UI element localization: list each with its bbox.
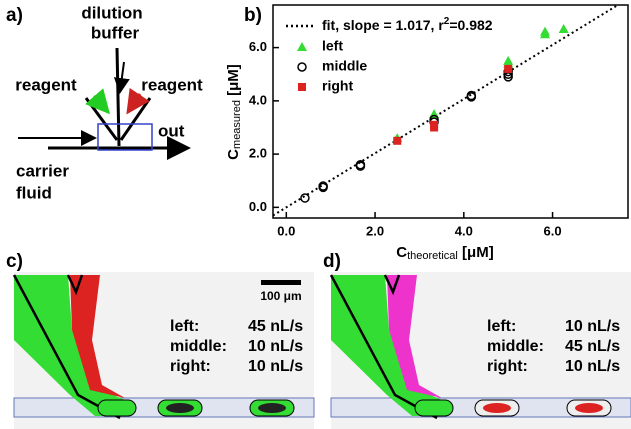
flow-name: middle: (170, 338, 227, 355)
panel-label: d) (323, 251, 341, 272)
label-part: [μM] (225, 64, 242, 100)
label: fluid (16, 183, 52, 202)
label-part: C (225, 149, 242, 160)
label: reagent (141, 75, 203, 94)
droplet-core (166, 403, 194, 413)
label: carrier (16, 161, 69, 180)
panel-label: b) (244, 5, 262, 26)
y-tick-label: 4.0 (249, 92, 267, 107)
x-tick-label: 0.0 (277, 223, 295, 238)
panel-b: b) (244, 5, 262, 26)
xlabel-label: Ctheoretical [μM] (396, 244, 493, 262)
label: dilution (81, 3, 142, 22)
flow-rate: 10 nL/s (565, 358, 620, 375)
scale-bar (261, 280, 301, 285)
legend-swatch (298, 83, 306, 91)
stream (14, 275, 125, 416)
legend-label: left (322, 38, 343, 54)
plot-frame (272, 4, 629, 219)
label-part: [μM] (458, 244, 494, 261)
flow-name: left: (487, 318, 516, 335)
x-tick-label: 2.0 (366, 223, 384, 238)
flow-rate: 10 nL/s (248, 338, 303, 355)
stream (387, 275, 442, 398)
flow-rate: 10 nL/s (565, 318, 620, 335)
point (430, 120, 439, 129)
stream (331, 275, 442, 416)
wall (66, 274, 84, 296)
droplet (97, 399, 137, 417)
point (540, 26, 551, 36)
point (300, 193, 310, 203)
wall (383, 274, 401, 296)
x-tick-label: 4.0 (455, 223, 473, 238)
legend-part: 2 (444, 16, 450, 27)
flow-rate: 10 nL/s (248, 358, 303, 375)
label-part: theoretical (407, 250, 458, 262)
panel-c: c) 100 μm left: 45 nL/s middle: 10 nL/s right:… (6, 251, 315, 429)
x-tick-label: 6.0 (544, 223, 562, 238)
point (558, 23, 569, 33)
label-part: measured (231, 100, 243, 149)
label: reagent (15, 75, 77, 94)
y-tick-label: 2.0 (249, 146, 267, 161)
label: buffer (91, 23, 140, 42)
legend-swatch (297, 42, 307, 51)
droplet-core (483, 403, 511, 413)
legend-part: =0.982 (449, 17, 492, 33)
panel-label: c) (6, 251, 23, 272)
scale-label: 100 μm (260, 289, 301, 303)
flow-rate: 45 nL/s (248, 318, 303, 335)
droplet-core (575, 403, 603, 413)
point (466, 92, 477, 102)
point (318, 182, 328, 193)
flow-name: right: (487, 358, 528, 375)
label-part: C (396, 244, 407, 261)
stream (70, 275, 125, 398)
region-box (97, 123, 153, 151)
y-tick-label: 0.0 (249, 199, 267, 214)
panel-a: a) dilution buffer reagent reagent out c… (6, 3, 203, 202)
panel-label: a) (6, 5, 23, 26)
legend-fit: fit, slope = 1.017, r2=0.982 (322, 16, 493, 33)
panel-d: d) left: 10 nL/s middle: 45 nL/s right: 10 nL/… (323, 251, 631, 429)
legend-part: fit, slope = 1.017, r (322, 17, 444, 33)
legend-label: right (322, 78, 353, 94)
flow-name: right: (170, 358, 211, 375)
label: out (158, 121, 185, 140)
legend-label: middle (322, 58, 367, 74)
flow-name: middle: (487, 338, 544, 355)
droplet-core (258, 403, 286, 413)
y-tick-label: 6.0 (249, 39, 267, 54)
legend-swatch (297, 62, 307, 72)
point (504, 64, 513, 73)
point (355, 161, 366, 171)
flow-rate: 45 nL/s (565, 338, 620, 355)
fit-line (272, 4, 619, 217)
point (393, 136, 402, 145)
ylabel-label: Cmeasured [μM] (225, 64, 243, 160)
point (503, 55, 514, 65)
droplet (414, 399, 454, 417)
flow-name: left: (170, 318, 199, 335)
